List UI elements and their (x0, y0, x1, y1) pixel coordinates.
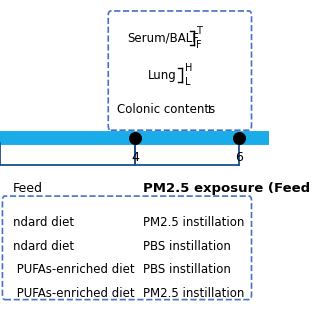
Text: ndard diet: ndard diet (13, 216, 74, 229)
Text: Feed: Feed (13, 182, 43, 195)
Point (237, 135, 242, 140)
Point (132, 135, 138, 140)
Text: ndard diet: ndard diet (13, 240, 74, 253)
Text: L: L (185, 77, 190, 87)
Text: H: H (185, 63, 192, 73)
Text: F: F (196, 40, 202, 50)
Text: 6: 6 (236, 151, 243, 164)
Text: PBS instillation: PBS instillation (143, 263, 231, 276)
Text: PUFAs-enriched diet: PUFAs-enriched diet (13, 263, 135, 276)
Text: Serum/BALF: Serum/BALF (127, 31, 199, 44)
Text: 4: 4 (131, 151, 139, 164)
Text: PBS instillation: PBS instillation (143, 240, 231, 253)
Text: I: I (208, 105, 211, 115)
Text: Lung: Lung (148, 69, 177, 82)
Text: PM2.5 instillation: PM2.5 instillation (143, 216, 244, 229)
Text: Colonic contents: Colonic contents (117, 103, 215, 116)
Text: PM2.5 instillation: PM2.5 instillation (143, 287, 244, 300)
Text: PM2.5 exposure (Feed: PM2.5 exposure (Feed (143, 182, 310, 195)
Text: PUFAs-enriched diet: PUFAs-enriched diet (13, 287, 135, 300)
Text: T: T (196, 26, 202, 36)
